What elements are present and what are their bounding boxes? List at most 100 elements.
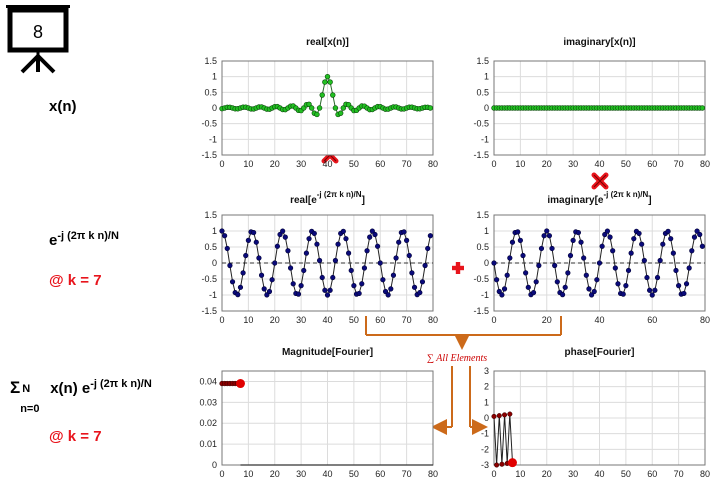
data-point: [359, 281, 365, 287]
y-tick-label: -1.5: [201, 306, 217, 316]
x-tick-label: 20: [542, 315, 552, 325]
data-point: [237, 284, 244, 290]
data-point: [224, 245, 230, 252]
data-point: [290, 281, 296, 287]
y-tick-label: 0.5: [476, 242, 489, 252]
data-point: [385, 292, 391, 298]
data-point: [303, 250, 310, 256]
data-point: [308, 105, 315, 111]
data-point: [411, 284, 418, 290]
x-tick-label: 50: [349, 159, 359, 169]
data-point: [581, 255, 587, 261]
data-point: [681, 290, 687, 297]
y-tick-label: 0.03: [199, 397, 217, 407]
x-tick-label: 0: [219, 315, 224, 325]
data-point: [654, 274, 661, 281]
data-point: [602, 231, 608, 238]
exp-label: e-j (2π k n)/N: [49, 230, 119, 249]
data-point: [256, 255, 262, 261]
x-tick-label: 20: [270, 159, 280, 169]
data-point: [625, 267, 632, 274]
y-tick-label: 1: [212, 72, 217, 82]
data-point: [330, 274, 336, 281]
chart-title: phase[Fourier]: [564, 347, 634, 358]
data-point: [565, 270, 571, 276]
data-point: [559, 292, 566, 298]
data-point: [419, 279, 426, 285]
y-tick-label: -0.5: [201, 274, 217, 284]
data-point: [382, 288, 389, 295]
x-tick-label: 30: [568, 469, 578, 479]
x-tick-label: 20: [270, 469, 280, 479]
x-tick-label: 60: [647, 469, 657, 479]
data-point: [367, 234, 373, 240]
y-tick-label: -0.5: [201, 119, 217, 129]
data-point: [554, 279, 560, 285]
y-tick-label: 1: [484, 72, 489, 82]
y-tick-label: 1: [484, 226, 489, 236]
y-tick-label: 3: [484, 366, 489, 376]
y-tick-label: 0: [484, 413, 489, 423]
data-point: [311, 230, 317, 237]
data-point: [612, 265, 618, 271]
data-point: [578, 239, 584, 245]
data-point: [222, 233, 228, 239]
data-point: [515, 229, 521, 235]
y-tick-label: 0: [484, 258, 489, 268]
data-point: [570, 237, 576, 243]
chart-title: imaginary[x(n)]: [563, 37, 635, 48]
x-tick-label: 20: [542, 469, 552, 479]
data-point: [324, 292, 331, 298]
data-point: [697, 231, 703, 238]
y-tick-label: -0.5: [473, 119, 489, 129]
data-point: [340, 228, 346, 234]
data-point: [319, 92, 325, 98]
x-tick-label: 0: [491, 159, 496, 169]
y-tick-label: 0: [484, 103, 489, 113]
data-point: [322, 287, 328, 293]
x-tick-label: 30: [296, 315, 306, 325]
data-point: [494, 462, 500, 468]
x-tick-label: 40: [594, 469, 604, 479]
data-point: [591, 288, 597, 295]
data-point: [494, 277, 500, 283]
data-point: [594, 277, 600, 283]
data-point: [636, 230, 642, 237]
data-point: [219, 228, 225, 234]
data-point: [425, 245, 431, 252]
data-point: [335, 241, 341, 247]
data-point: [641, 257, 647, 264]
data-point: [314, 241, 320, 247]
y-tick-label: -1: [209, 134, 217, 144]
data-point: [330, 92, 336, 98]
data-point: [227, 262, 233, 269]
data-point: [575, 229, 582, 236]
data-point: [348, 267, 354, 274]
data-point: [507, 255, 513, 261]
x-tick-label: 0: [491, 469, 496, 479]
x-tick-label: 20: [542, 159, 552, 169]
data-point: [523, 270, 529, 276]
x-tick-label: 70: [674, 159, 684, 169]
data-point: [689, 248, 695, 254]
data-point: [245, 237, 251, 243]
data-point: [639, 241, 645, 247]
data-point: [686, 265, 692, 271]
data-point: [327, 287, 333, 293]
data-point: [533, 279, 539, 285]
k-label-1: @ k = 7: [49, 272, 102, 289]
data-point: [251, 229, 257, 236]
x-tick-label: 10: [243, 469, 253, 479]
data-point: [427, 233, 433, 239]
data-point: [229, 279, 236, 285]
data-point: [615, 281, 621, 287]
data-point: [509, 239, 516, 245]
data-point: [644, 274, 650, 281]
x-tick-label: 60: [375, 159, 385, 169]
data-point: [504, 272, 510, 278]
data-point: [324, 73, 331, 80]
chart-imag-e: 0 20 40 60 80 1.5 1 0.5 0 -0.5 -1 -1.5 imaginary[e-j…: [473, 190, 710, 325]
data-point: [567, 252, 574, 259]
x-tick-label: 40: [322, 315, 332, 325]
y-tick-label: 1.5: [476, 210, 489, 220]
